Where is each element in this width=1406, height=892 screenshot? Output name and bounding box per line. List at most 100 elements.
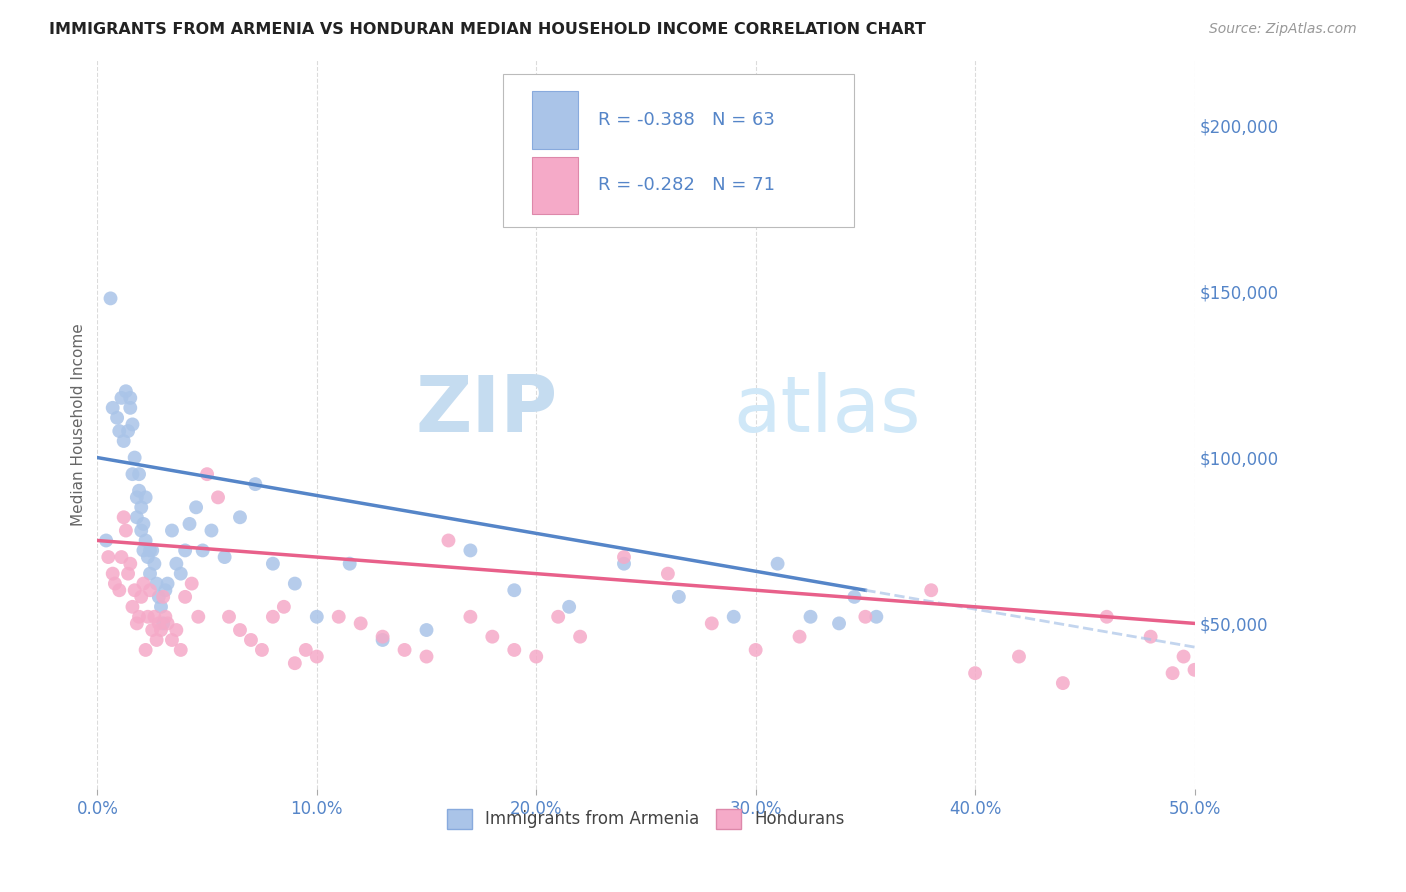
Point (136, 609, 159, 624)
Point (1161, 666, 1184, 681)
Point (135, 643, 157, 657)
Point (828, 616, 851, 631)
Point (112, 434, 135, 448)
Point (569, 630, 592, 644)
Point (613, 550, 636, 565)
Point (284, 576, 307, 591)
Point (1052, 676, 1074, 690)
Point (184, 500, 207, 515)
Point (152, 590, 174, 604)
Point (120, 557, 142, 571)
Point (155, 583, 177, 598)
Point (328, 609, 350, 624)
Point (170, 566, 193, 581)
Point (613, 557, 636, 571)
Point (481, 630, 503, 644)
Point (668, 590, 690, 604)
Point (160, 524, 183, 538)
Point (200, 524, 222, 538)
Point (657, 566, 679, 581)
Point (108, 424, 131, 438)
Point (262, 609, 284, 624)
Point (305, 649, 328, 664)
Point (174, 543, 197, 558)
Point (110, 391, 132, 405)
Point (207, 491, 229, 505)
Point (94, 533, 117, 548)
Point (844, 590, 866, 604)
Point (187, 609, 209, 624)
Point (139, 583, 162, 598)
Point (101, 401, 124, 415)
Point (174, 590, 197, 604)
Point (125, 491, 148, 505)
Point (503, 583, 526, 598)
Point (150, 599, 173, 614)
Point (920, 583, 942, 598)
Point (120, 391, 142, 405)
Point (155, 609, 177, 624)
Point (125, 616, 148, 631)
Point (115, 524, 138, 538)
Point (865, 609, 887, 624)
Point (415, 649, 437, 664)
Point (799, 609, 821, 624)
Point (305, 609, 328, 624)
Point (1184, 663, 1206, 677)
Point (179, 516, 201, 531)
Text: R = -0.282   N = 71: R = -0.282 N = 71 (598, 177, 775, 194)
FancyBboxPatch shape (531, 91, 578, 149)
Text: IMMIGRANTS FROM ARMENIA VS HONDURAN MEDIAN HOUSEHOLD INCOME CORRELATION CHART: IMMIGRANTS FROM ARMENIA VS HONDURAN MEDI… (49, 22, 927, 37)
Point (129, 500, 152, 515)
Point (100, 292, 122, 306)
Point (524, 649, 547, 664)
Y-axis label: Median Household Income: Median Household Income (72, 323, 86, 525)
Point (1194, 609, 1216, 624)
Point (135, 533, 157, 548)
Point (744, 643, 766, 657)
Point (129, 590, 152, 604)
Point (104, 576, 127, 591)
Point (121, 599, 143, 614)
Point (218, 609, 240, 624)
Point (195, 467, 218, 482)
Point (1008, 649, 1031, 664)
Point (148, 590, 170, 604)
Point (165, 623, 187, 637)
Point (262, 557, 284, 571)
Point (139, 543, 162, 558)
Text: Source: ZipAtlas.com: Source: ZipAtlas.com (1209, 22, 1357, 37)
Point (135, 491, 157, 505)
Point (112, 510, 135, 524)
Point (143, 609, 166, 624)
Point (156, 576, 179, 591)
Text: atlas: atlas (734, 372, 921, 448)
Point (129, 524, 152, 538)
FancyBboxPatch shape (531, 157, 578, 214)
Point (789, 630, 811, 644)
Point (139, 566, 162, 581)
Point (239, 632, 262, 647)
Text: ZIP: ZIP (416, 372, 558, 448)
Point (295, 643, 318, 657)
Point (125, 510, 148, 524)
Point (136, 550, 159, 565)
Point (371, 630, 394, 644)
Point (284, 656, 307, 670)
Legend: Immigrants from Armenia, Hondurans: Immigrants from Armenia, Hondurans (440, 802, 852, 836)
Point (128, 467, 150, 482)
Point (156, 616, 179, 631)
Point (132, 576, 155, 591)
Point (128, 483, 150, 498)
Point (152, 616, 174, 631)
Point (1095, 609, 1118, 624)
Point (437, 533, 460, 548)
Point (371, 632, 394, 647)
Point (250, 643, 273, 657)
Point (229, 623, 252, 637)
Point (723, 609, 745, 624)
Point (117, 424, 139, 438)
Point (128, 609, 150, 624)
Point (1139, 630, 1161, 644)
Point (1173, 649, 1195, 664)
